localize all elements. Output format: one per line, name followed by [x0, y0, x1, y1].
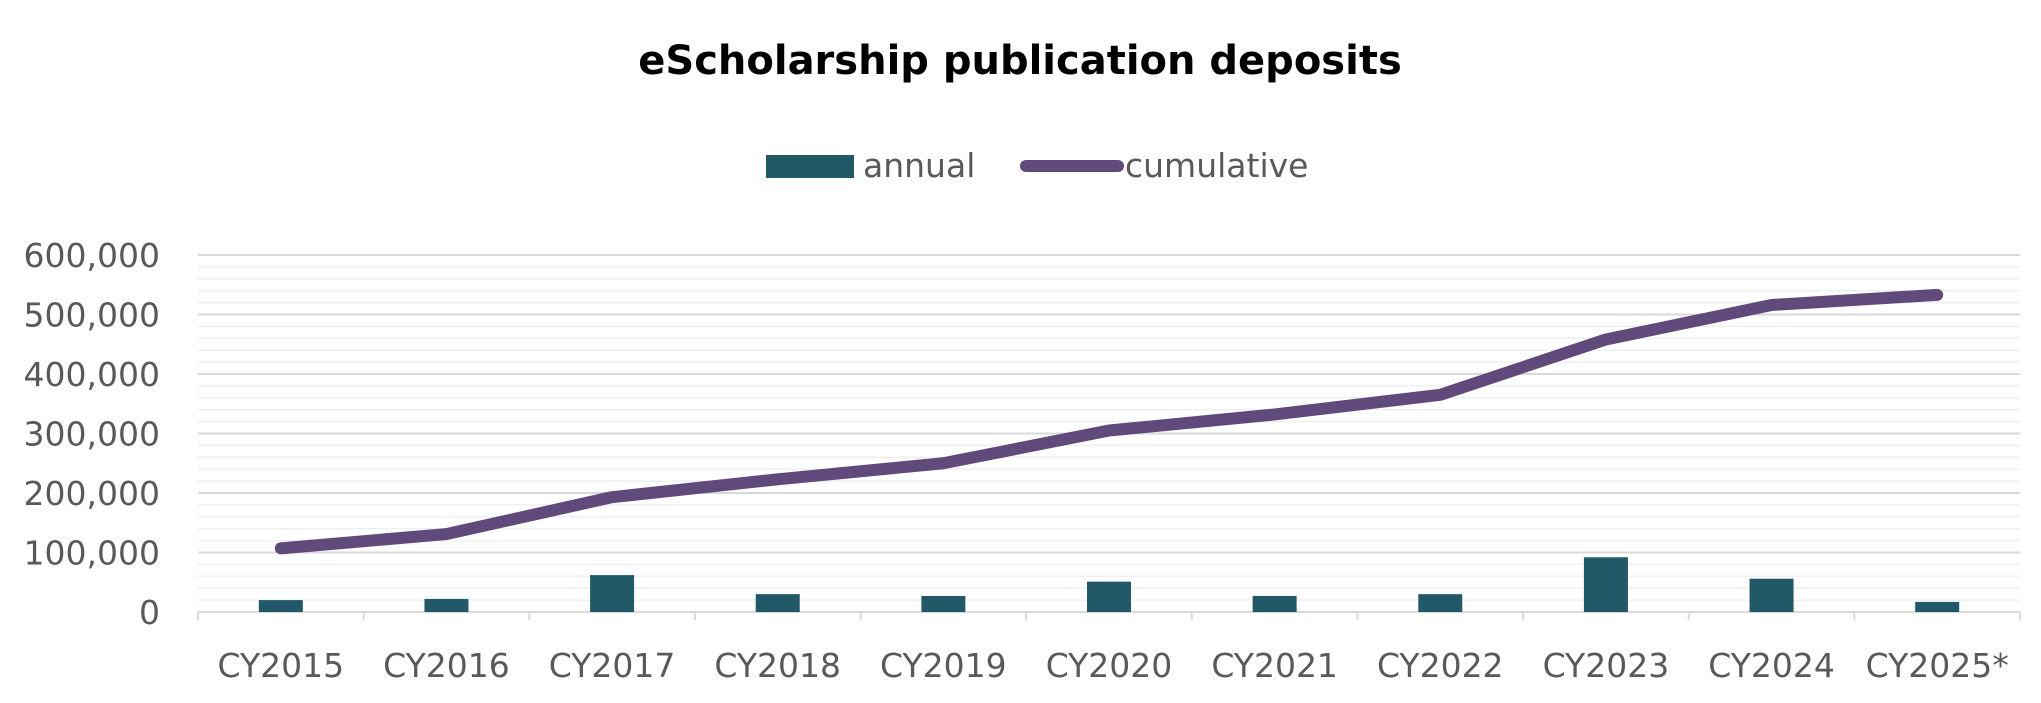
y-axis-ticks: 0 100,000 200,000 300,000 400,000 500,000 600,…	[24, 236, 160, 632]
x-tick-label: CY2018	[714, 646, 841, 685]
x-tick-label: CY2025*	[1866, 646, 2009, 685]
x-tick-label: CY2017	[549, 646, 676, 685]
annual-bar	[1749, 578, 1794, 612]
y-tick-label: 600,000	[24, 236, 160, 275]
y-tick-label: 0	[139, 593, 160, 632]
legend-annual-label: annual	[863, 146, 975, 185]
annual-bars	[258, 557, 1960, 612]
y-tick-label: 500,000	[24, 296, 160, 335]
annual-bar	[590, 575, 635, 612]
x-axis-ticks: CY2015 CY2016 CY2017 CY2018 CY2019 CY2020 CY20…	[218, 646, 2009, 685]
x-tick-label: CY2019	[880, 646, 1007, 685]
annual-bar	[921, 595, 966, 612]
annual-bar	[1087, 581, 1131, 612]
annual-bar	[424, 598, 469, 612]
axes	[197, 611, 2021, 620]
annual-bar	[1252, 595, 1297, 612]
annual-bar	[258, 600, 303, 612]
x-tick-label: CY2020	[1046, 646, 1173, 685]
y-tick-label: 400,000	[24, 355, 160, 394]
cumulative-line	[274, 288, 1944, 555]
y-tick-label: 300,000	[24, 415, 160, 454]
cumulative-line-group	[274, 288, 1944, 555]
legend-cumulative-label: cumulative	[1125, 146, 1308, 185]
x-tick-label: CY2021	[1211, 646, 1338, 685]
annual-bar	[1915, 601, 1960, 612]
x-tick-label: CY2023	[1543, 646, 1670, 685]
legend-annual-swatch	[766, 155, 854, 178]
y-tick-label: 100,000	[24, 534, 160, 573]
legend: annual cumulative	[766, 146, 1308, 185]
x-tick-label: CY2015	[218, 646, 345, 685]
annual-bar	[755, 594, 800, 612]
y-tick-label: 200,000	[24, 474, 160, 513]
gridlines	[198, 254, 2020, 601]
x-tick-label: CY2016	[383, 646, 510, 685]
chart-title: eScholarship publication deposits	[638, 38, 1402, 84]
annual-bar	[1583, 557, 1628, 612]
annual-bar	[1418, 594, 1463, 612]
x-tick-label: CY2022	[1377, 646, 1504, 685]
x-tick-label: CY2024	[1708, 646, 1835, 685]
